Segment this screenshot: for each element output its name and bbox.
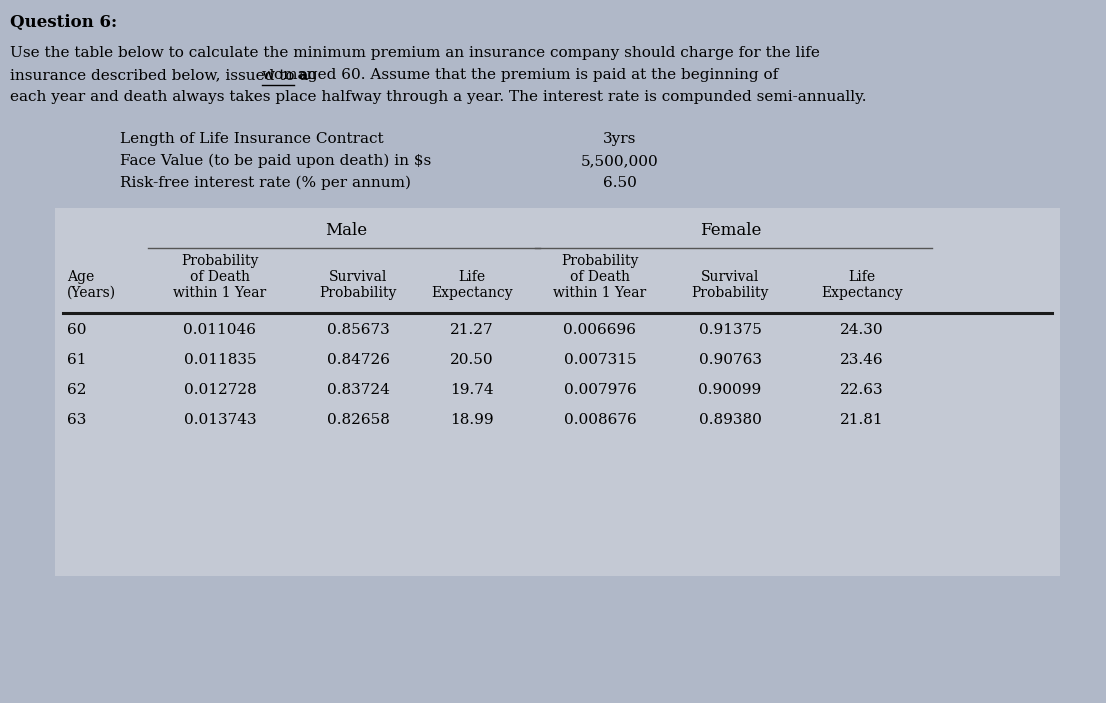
Text: 62: 62 — [67, 383, 86, 397]
Text: Length of Life Insurance Contract: Length of Life Insurance Contract — [119, 132, 384, 146]
Text: (Years): (Years) — [67, 286, 116, 300]
Text: 21.81: 21.81 — [841, 413, 884, 427]
Text: Age: Age — [67, 270, 94, 284]
Text: 61: 61 — [67, 353, 86, 367]
Text: 0.006696: 0.006696 — [563, 323, 636, 337]
Text: 20.50: 20.50 — [450, 353, 493, 367]
Text: 0.012728: 0.012728 — [184, 383, 257, 397]
Text: Life: Life — [459, 270, 486, 284]
Text: 0.90763: 0.90763 — [699, 353, 762, 367]
Text: 18.99: 18.99 — [450, 413, 493, 427]
Text: Probability: Probability — [181, 254, 259, 268]
Text: Question 6:: Question 6: — [10, 14, 117, 31]
Text: Expectancy: Expectancy — [821, 286, 902, 300]
Text: 24.30: 24.30 — [841, 323, 884, 337]
Text: 0.007315: 0.007315 — [564, 353, 636, 367]
Text: within 1 Year: within 1 Year — [553, 286, 647, 300]
Text: Probability: Probability — [691, 286, 769, 300]
Text: 0.011046: 0.011046 — [184, 323, 257, 337]
Text: of Death: of Death — [570, 270, 630, 284]
Text: 3yrs: 3yrs — [603, 132, 637, 146]
Text: of Death: of Death — [190, 270, 250, 284]
Text: 21.27: 21.27 — [450, 323, 493, 337]
Text: Life: Life — [848, 270, 876, 284]
Text: Male: Male — [325, 222, 367, 239]
Text: Female: Female — [700, 222, 762, 239]
Text: 0.84726: 0.84726 — [326, 353, 389, 367]
Text: 5,500,000: 5,500,000 — [581, 154, 659, 168]
Text: 0.82658: 0.82658 — [326, 413, 389, 427]
Text: Survival: Survival — [701, 270, 759, 284]
Text: 0.011835: 0.011835 — [184, 353, 257, 367]
Text: 0.90099: 0.90099 — [698, 383, 762, 397]
Text: 0.89380: 0.89380 — [699, 413, 761, 427]
Text: Use the table below to calculate the minimum premium an insurance company should: Use the table below to calculate the min… — [10, 46, 820, 60]
FancyBboxPatch shape — [55, 208, 1060, 576]
Text: 0.013743: 0.013743 — [184, 413, 257, 427]
Text: 0.008676: 0.008676 — [564, 413, 636, 427]
Text: 63: 63 — [67, 413, 86, 427]
Text: woman: woman — [261, 68, 317, 82]
Text: 0.83724: 0.83724 — [326, 383, 389, 397]
Text: Face Value (to be paid upon death) in $s: Face Value (to be paid upon death) in $s — [119, 154, 431, 169]
Text: Risk-free interest rate (% per annum): Risk-free interest rate (% per annum) — [119, 176, 411, 191]
Text: Probability: Probability — [562, 254, 638, 268]
Text: 60: 60 — [67, 323, 86, 337]
Text: each year and death always takes place halfway through a year. The interest rate: each year and death always takes place h… — [10, 90, 866, 104]
Text: 6.50: 6.50 — [603, 176, 637, 190]
Text: 19.74: 19.74 — [450, 383, 493, 397]
Text: 0.007976: 0.007976 — [564, 383, 636, 397]
Text: insurance described below, issued to a: insurance described below, issued to a — [10, 68, 313, 82]
Text: within 1 Year: within 1 Year — [174, 286, 267, 300]
Text: 22.63: 22.63 — [841, 383, 884, 397]
Text: 23.46: 23.46 — [841, 353, 884, 367]
Text: 0.85673: 0.85673 — [326, 323, 389, 337]
Text: Probability: Probability — [320, 286, 397, 300]
Text: Expectancy: Expectancy — [431, 286, 513, 300]
Text: 0.91375: 0.91375 — [699, 323, 761, 337]
Text: Survival: Survival — [328, 270, 387, 284]
Text: aged 60. Assume that the premium is paid at the beginning of: aged 60. Assume that the premium is paid… — [294, 68, 778, 82]
